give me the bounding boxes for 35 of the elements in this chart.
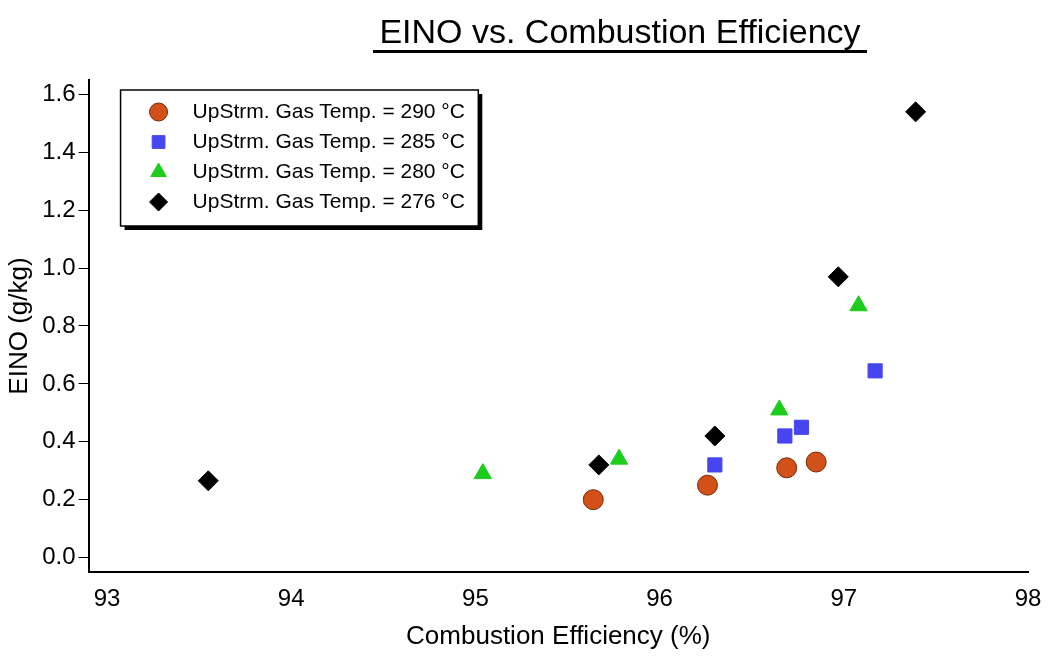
y-tick-label: 0.4 [42, 426, 76, 454]
x-tick-label: 96 [646, 584, 673, 612]
legend-label: UpStrm. Gas Temp. = 290 °C [192, 98, 465, 122]
x-tick-label: 93 [93, 584, 121, 612]
y-tick-label: 0.0 [42, 542, 76, 570]
legend-label: UpStrm. Gas Temp. = 285 °C [192, 128, 465, 152]
y-axis-title: EINO (g/kg) [2, 257, 33, 395]
x-tick-label: 97 [830, 584, 858, 612]
point [707, 457, 723, 473]
point [827, 266, 849, 288]
y-tick-label: 0.2 [42, 484, 76, 512]
point [793, 419, 809, 435]
point [867, 363, 883, 379]
point [696, 474, 718, 496]
x-tick-label: 95 [462, 584, 489, 612]
point [197, 470, 219, 492]
y-tick-label: 1.6 [42, 79, 76, 107]
y-tick-label: 0.6 [42, 368, 76, 396]
y-tick-label: 1.2 [42, 194, 76, 222]
y-tick-label: 0.8 [42, 310, 76, 338]
y-tick-label: 1.0 [42, 252, 76, 280]
x-axis-title: Combustion Efficiency (%) [406, 619, 711, 650]
point [777, 428, 793, 444]
point [582, 489, 604, 511]
y-tick-label: 1.4 [42, 136, 76, 164]
point [588, 454, 610, 476]
point [805, 451, 827, 473]
point [704, 425, 726, 447]
point [905, 101, 927, 123]
x-tick-label: 98 [1014, 584, 1042, 612]
legend-label: UpStrm. Gas Temp. = 276 °C [192, 188, 465, 212]
point [776, 457, 798, 479]
legend-label: UpStrm. Gas Temp. = 280 °C [192, 158, 465, 182]
chart-title: EINO vs. Combustion Efficiency [373, 12, 867, 53]
x-tick-label: 94 [277, 584, 305, 612]
